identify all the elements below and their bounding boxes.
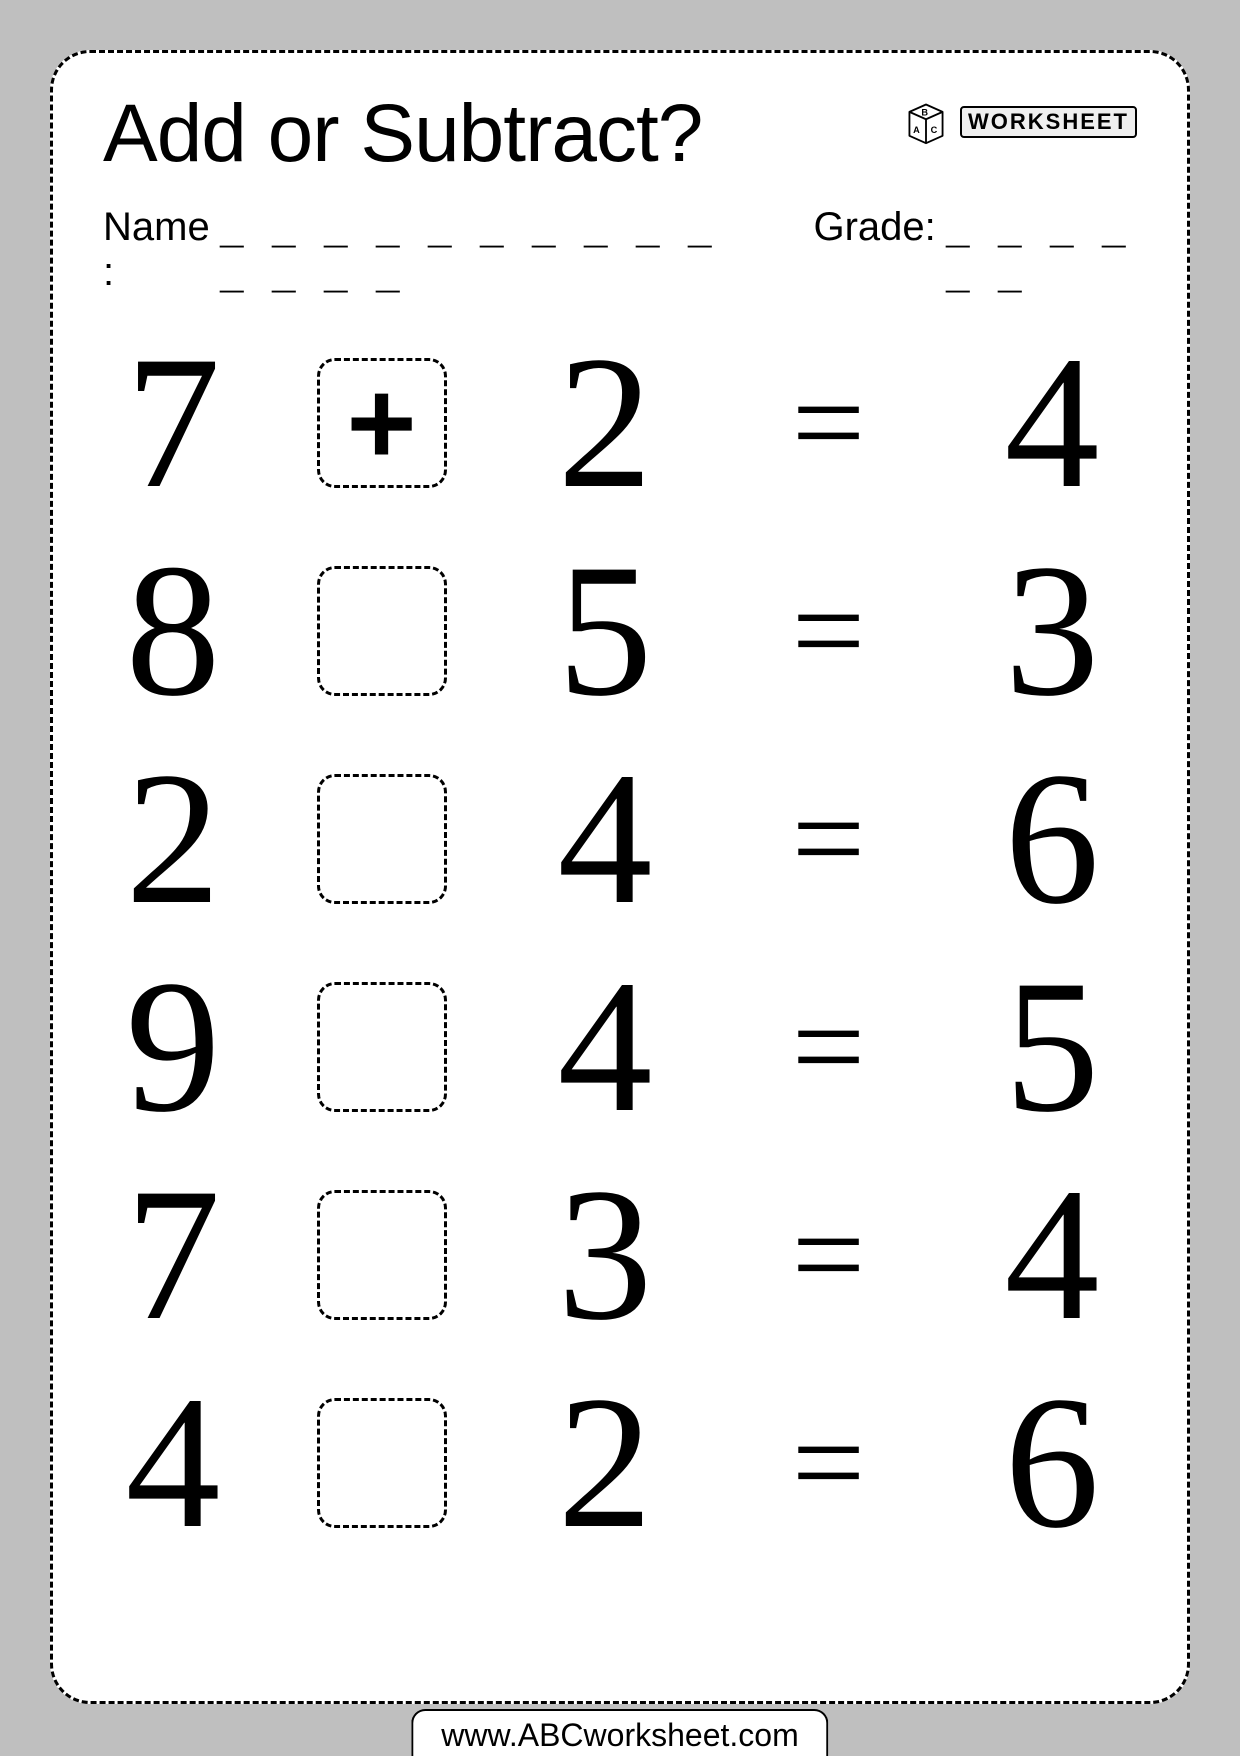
operand-b: 3 <box>558 1160 653 1350</box>
operand-b: 4 <box>558 744 653 934</box>
operand-a: 7 <box>126 328 221 518</box>
footer-url: www.ABCworksheet.com <box>411 1709 828 1756</box>
cube-letter-c: C <box>931 125 938 135</box>
worksheet-sheet: Add or Subtract? B A C WORKSHEET Name : … <box>50 50 1190 1704</box>
result: 5 <box>1005 952 1100 1142</box>
grade-field: Grade: _ _ _ _ _ _ <box>813 205 1137 298</box>
operand-a: 7 <box>126 1160 221 1350</box>
name-field: Name : _ _ _ _ _ _ _ _ _ _ _ _ _ _ <box>103 205 753 298</box>
operator-box[interactable] <box>317 1190 447 1320</box>
result: 4 <box>1005 328 1100 518</box>
worksheet-title: Add or Subtract? <box>103 93 702 175</box>
brand-label: WORKSHEET <box>960 106 1137 138</box>
problem-row: 9 4 = 5 <box>103 952 1137 1142</box>
problem-row: 7 + 2 = 4 <box>103 328 1137 518</box>
name-blank[interactable]: _ _ _ _ _ _ _ _ _ _ _ _ _ _ <box>220 211 754 301</box>
equals-sign: = <box>792 358 865 488</box>
meta-row: Name : _ _ _ _ _ _ _ _ _ _ _ _ _ _ Grade… <box>103 205 1137 298</box>
operand-b: 4 <box>558 952 653 1142</box>
problem-row: 4 2 = 6 <box>103 1368 1137 1558</box>
equals-sign: = <box>792 1190 865 1320</box>
operator-box[interactable]: + <box>317 358 447 488</box>
grade-blank[interactable]: _ _ _ _ _ _ <box>946 211 1137 301</box>
equals-sign: = <box>792 1398 865 1528</box>
grade-label: Grade: <box>813 205 935 250</box>
header-row: Add or Subtract? B A C WORKSHEET <box>103 93 1137 175</box>
operand-b: 2 <box>558 328 653 518</box>
operand-a: 9 <box>126 952 221 1142</box>
result: 4 <box>1005 1160 1100 1350</box>
operator-box[interactable] <box>317 1398 447 1528</box>
operand-b: 5 <box>558 536 653 726</box>
cube-letter-b: B <box>921 108 928 118</box>
problem-row: 8 5 = 3 <box>103 536 1137 726</box>
brand-logo: B A C WORKSHEET <box>898 99 1137 145</box>
equals-sign: = <box>792 774 865 904</box>
cube-letter-a: A <box>913 125 920 135</box>
operator-box[interactable] <box>317 774 447 904</box>
operand-b: 2 <box>558 1368 653 1558</box>
abc-cube-icon: B A C <box>898 99 954 145</box>
operator-box[interactable] <box>317 566 447 696</box>
operand-a: 2 <box>126 744 221 934</box>
result: 6 <box>1005 744 1100 934</box>
result: 6 <box>1005 1368 1100 1558</box>
problem-row: 7 3 = 4 <box>103 1160 1137 1350</box>
operand-a: 8 <box>126 536 221 726</box>
operator-box[interactable] <box>317 982 447 1112</box>
problems-list: 7 + 2 = 4 8 5 = 3 2 4 = 6 9 4 = 5 7 <box>103 328 1137 1558</box>
name-label: Name : <box>103 205 210 295</box>
result: 3 <box>1005 536 1100 726</box>
equals-sign: = <box>792 566 865 696</box>
problem-row: 2 4 = 6 <box>103 744 1137 934</box>
equals-sign: = <box>792 982 865 1112</box>
operand-a: 4 <box>126 1368 221 1558</box>
